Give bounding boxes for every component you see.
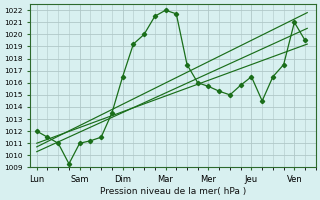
- X-axis label: Pression niveau de la mer( hPa ): Pression niveau de la mer( hPa ): [100, 187, 246, 196]
